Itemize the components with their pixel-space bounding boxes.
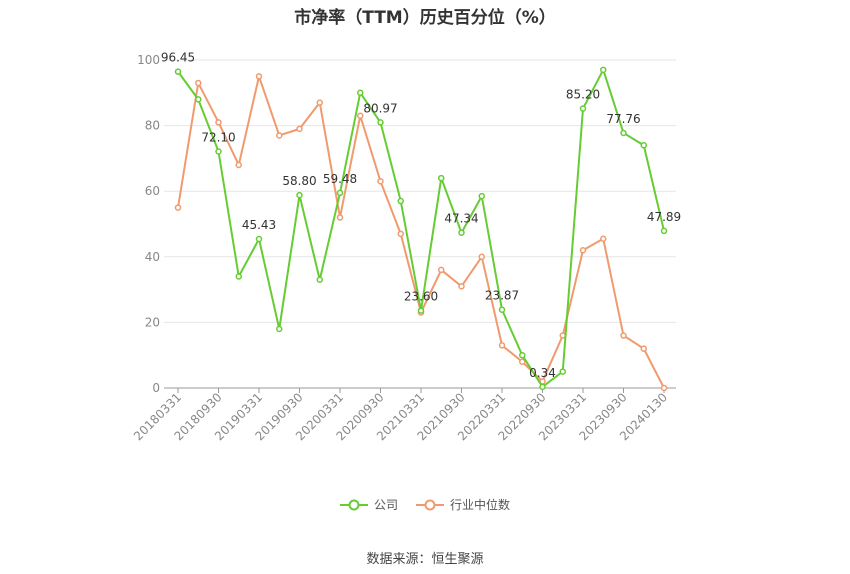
y-tick-label: 100 [137,53,160,67]
data-point-company [600,66,607,74]
legend-company-label: 公司 [373,498,398,512]
legend-industry-label: 行业中位数 [450,498,511,512]
data-point-company [215,148,222,155]
y-tick-label: 0 [152,381,160,395]
data-point-company [417,307,425,314]
series-lines [174,66,668,392]
y-tick-label: 40 [145,250,160,264]
data-point-company [539,383,546,391]
chart-title: 市净率（TTM）历史百分位（%） [294,8,556,28]
data-label: 23.60 [404,290,438,304]
data-label: 58.80 [282,174,316,188]
series-line-industry [177,75,665,389]
data-label: 85.20 [566,88,600,102]
legend-item-company[interactable]: 公司 [339,496,398,513]
legend: 公司 行业中位数 [0,496,850,513]
data-point-industry [276,132,283,139]
data-label: 80.97 [363,101,397,115]
legend-item-industry[interactable]: 行业中位数 [416,496,510,513]
data-point-company [559,368,566,375]
data-point-industry [498,342,506,349]
data-label: 47.34 [444,212,478,226]
data-point-industry [174,204,182,211]
data-point-industry [377,178,384,185]
data-point-industry [235,161,242,169]
data-label: 77.76 [606,112,640,126]
data-point-company [235,273,242,280]
data-point-company [458,229,465,236]
data-point-company [620,129,627,137]
data-label: 23.87 [485,289,519,303]
y-tick-label: 80 [145,119,160,133]
data-point-industry [579,246,587,254]
data-point-industry [195,79,202,87]
data-point-industry [336,214,344,221]
data-label: 45.43 [242,218,276,232]
grid-lines [164,59,676,323]
data-point-company [316,276,323,284]
data-label: 72.10 [201,131,235,145]
data-point-industry [519,358,526,366]
data-point-industry [357,112,364,120]
data-point-company [336,189,344,197]
data-point-industry [458,283,465,290]
data-point-company [174,68,182,75]
data-point-company [498,306,506,313]
data-labels: 96.45 72.10 45.43 58.80 59.48 80.97 23.60 47.34… [161,51,681,380]
data-point-company [579,105,587,112]
data-point-industry [316,99,323,106]
data-point-company [195,96,202,103]
data-point-company [276,325,283,333]
data-point-company [438,174,445,182]
data-point-company [357,89,364,97]
data-point-industry [640,345,647,352]
data-point-company [478,192,485,200]
data-label: 96.45 [161,51,195,65]
data-label: 0.34 [529,366,556,380]
data-point-company [640,142,647,149]
data-point-industry [296,125,303,133]
y-tick-label: 20 [145,315,160,329]
data-point-industry [438,266,445,274]
data-point-industry [660,384,668,392]
data-point-industry [255,73,263,80]
source-note: 数据来源：恒生聚源 [366,552,484,567]
data-point-company [377,119,384,126]
data-point-industry [215,119,222,126]
data-point-company [519,351,526,359]
data-point-industry [397,230,404,238]
data-label: 59.48 [323,172,357,186]
data-point-industry [478,253,485,261]
legend-company-marker-icon [339,499,368,510]
legend-industry-marker-icon [416,499,444,510]
data-point-company [660,227,668,235]
data-label: 47.89 [647,210,681,224]
data-point-industry [620,332,627,339]
data-point-company [255,235,263,243]
data-point-industry [600,235,607,243]
y-tick-label: 60 [145,184,160,198]
data-point-company [397,197,404,205]
data-point-company [296,191,303,199]
